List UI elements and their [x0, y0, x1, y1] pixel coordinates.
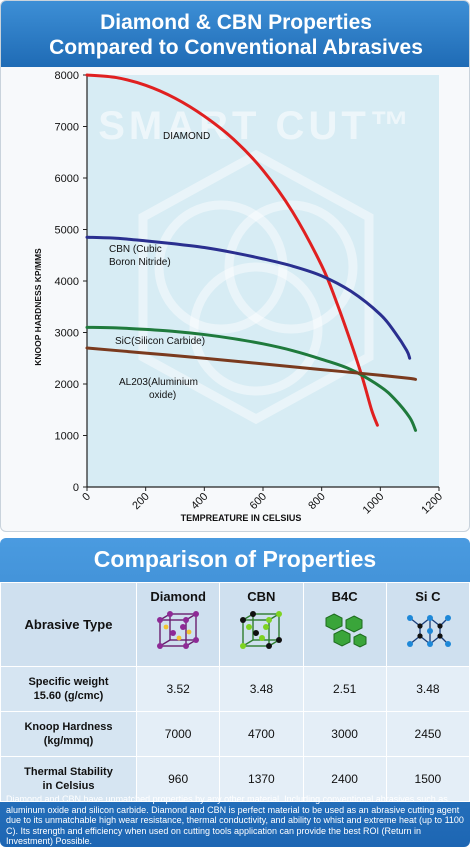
material-b4c: B4C — [302, 582, 387, 667]
chart-panel: Diamond & CBN Properties Compared to Con… — [0, 0, 470, 532]
material-name: CBN — [247, 588, 276, 604]
x-tick-label: 0 — [80, 491, 93, 504]
table-cell: 2450 — [385, 711, 470, 757]
y-tick-label: 3000 — [55, 328, 79, 340]
label-cbn: CBN (Cubic Boron Nitride) — [109, 244, 171, 268]
table-row: Thermal Stability in Celsius 960 1370 240… — [0, 756, 470, 802]
y-tick-label: 0 — [73, 482, 79, 494]
material-name: Diamond — [150, 588, 206, 604]
table-cell: 1370 — [219, 756, 304, 802]
comparison-panel: Comparison of Properties Abrasive Type D… — [0, 538, 470, 847]
sic-lattice-icon — [406, 614, 451, 647]
comparison-title: Comparison of Properties — [93, 546, 377, 572]
x-tick-label: 400 — [189, 491, 210, 512]
cbn-lattice-icon — [240, 610, 283, 649]
table-cell: 7000 — [135, 711, 221, 757]
label-diamond: DIAMOND — [163, 131, 210, 142]
x-tick-label: 1200 — [419, 491, 445, 517]
y-tick-label: 7000 — [55, 122, 79, 134]
material-diamond: Diamond — [135, 582, 221, 667]
row-label: Thermal Stability in Celsius — [0, 756, 137, 802]
label-sic: SiC(Silicon Carbide) — [115, 336, 205, 347]
table-row: Specific weight 15.60 (g/cmc) 3.52 3.48 2… — [0, 666, 470, 712]
y-axis-title: KNOOP HARDNESS KP/MMS — [33, 248, 43, 366]
chart-title-line-1: Diamond & CBN Properties — [100, 11, 372, 34]
table-cell: 3.48 — [219, 666, 304, 712]
material-cbn: CBN — [219, 582, 304, 667]
plot-background — [87, 75, 439, 487]
x-tick-label: 800 — [306, 491, 327, 512]
hardness-chart: SMART CUT™ 01000200030004000500060007000… — [33, 70, 445, 523]
chart-title-line-2: Compared to Conventional Abrasives — [49, 36, 423, 59]
abrasive-type-header: Abrasive Type — [0, 582, 137, 667]
table-cell: 3.48 — [385, 666, 470, 712]
table-cell: 2400 — [302, 756, 387, 802]
series-line-3 — [85, 346, 418, 381]
material-header-row: Abrasive Type Diamond CBN — [0, 582, 470, 667]
material-name: Si C — [415, 588, 441, 604]
y-tick-label: 2000 — [55, 379, 79, 391]
table-cell: 3.52 — [135, 666, 221, 712]
comparison-description: Diamond and CBN have unmatched propertie… — [6, 794, 464, 846]
diamond-lattice-icon — [157, 610, 200, 649]
y-tick-label: 8000 — [55, 70, 79, 82]
label-al2o3: AL203(Aluminium oxide) — [119, 377, 201, 401]
material-name: B4C — [331, 588, 358, 604]
table-cell: 2.51 — [302, 666, 387, 712]
material-sic: Si C — [385, 582, 470, 667]
series-line-2 — [85, 325, 418, 432]
row-label: Specific weight 15.60 (g/cmc) — [0, 666, 137, 712]
table-cell: 1500 — [385, 756, 470, 802]
x-tick-label: 600 — [248, 491, 269, 512]
table-cell: 3000 — [302, 711, 387, 757]
b4c-cluster-icon — [325, 612, 367, 648]
table-cell: 4700 — [219, 711, 304, 757]
y-tick-label: 5000 — [55, 225, 79, 237]
x-axis-title: TEMPREATURE IN CELSIUS — [181, 513, 302, 523]
row-label: Knoop Hardness (kg/mmq) — [0, 711, 137, 757]
y-tick-label: 1000 — [55, 431, 79, 443]
watermark-logo — [138, 149, 374, 425]
table-cell: 960 — [135, 756, 221, 802]
series-lines — [85, 73, 418, 432]
comparison-table: Abrasive Type Diamond CBN — [0, 582, 470, 802]
chart-header: Diamond & CBN Properties Compared to Con… — [1, 1, 469, 67]
y-ticks: 0 1000 2000 3000 4000 5000 6000 7000 8000 — [55, 70, 87, 494]
series-line-1 — [85, 235, 412, 360]
x-tick-label: 200 — [130, 491, 151, 512]
watermark-text: SMART CUT™ — [98, 104, 414, 148]
x-tick-label: 1000 — [361, 491, 387, 517]
table-row: Knoop Hardness (kg/mmq) 7000 4700 3000 24… — [0, 711, 470, 757]
y-tick-label: 4000 — [55, 276, 79, 288]
y-tick-label: 6000 — [55, 173, 79, 185]
